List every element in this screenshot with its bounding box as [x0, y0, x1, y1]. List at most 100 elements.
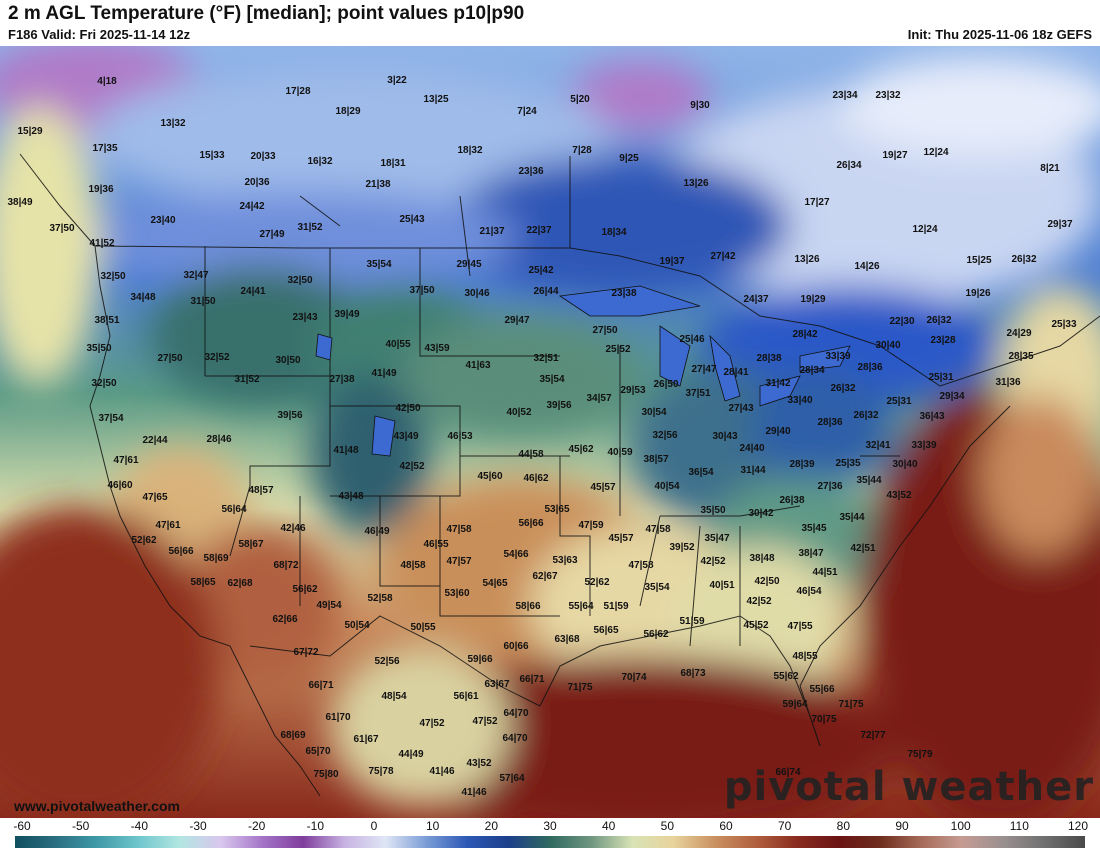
point-value: 28|39	[789, 459, 815, 470]
colorbar-tick-label: -60	[13, 819, 31, 833]
point-value: 17|35	[92, 143, 118, 154]
point-value: 47|61	[155, 520, 181, 531]
point-value: 27|38	[329, 374, 355, 385]
point-value: 52|56	[374, 656, 400, 667]
point-value: 30|42	[748, 508, 774, 519]
colorbar-tick-label: -40	[130, 819, 148, 833]
point-value: 53|63	[552, 555, 578, 566]
point-value: 18|32	[457, 145, 483, 156]
point-value: 47|57	[446, 556, 472, 567]
point-value: 50|55	[410, 622, 436, 633]
point-value: 47|58	[628, 560, 654, 571]
point-value: 38|49	[7, 197, 33, 208]
point-value: 56|65	[593, 625, 619, 636]
point-value: 24|29	[1006, 328, 1032, 339]
point-value: 27|47	[691, 364, 717, 375]
point-value: 24|41	[240, 286, 266, 297]
point-value: 27|49	[259, 229, 285, 240]
point-value: 53|60	[444, 588, 470, 599]
point-value: 21|38	[365, 179, 391, 190]
point-value: 23|40	[150, 215, 176, 226]
point-value: 68|73	[680, 668, 706, 679]
point-value: 46|60	[107, 480, 133, 491]
point-value: 42|50	[395, 403, 421, 414]
point-value: 42|51	[850, 543, 876, 554]
point-value: 37|51	[685, 388, 711, 399]
point-value: 58|67	[238, 539, 264, 550]
colorbar-ticks: -60 -50 -40 -30 -20 -10 0 10 20 30 40 50 60 70 80 90 100…	[0, 819, 1100, 833]
point-value: 32|41	[865, 440, 891, 451]
point-value: 56|61	[453, 691, 479, 702]
source-url[interactable]: www.pivotalweather.com	[14, 798, 180, 814]
point-value: 18|31	[380, 158, 406, 169]
point-value: 30|40	[875, 340, 901, 351]
point-value: 45|60	[477, 471, 503, 482]
colorbar-tick-label: 70	[777, 819, 792, 833]
point-value: 41|52	[89, 238, 115, 249]
point-value: 41|46	[429, 766, 455, 777]
point-value: 26|32	[1011, 254, 1037, 265]
point-value: 35|54	[366, 259, 392, 270]
point-value: 55|64	[568, 601, 594, 612]
point-value: 32|50	[287, 275, 313, 286]
point-value: 20|36	[244, 177, 270, 188]
point-value: 44|58	[518, 449, 544, 460]
point-value: 62|66	[272, 614, 298, 625]
point-value: 63|68	[554, 634, 580, 645]
colorbar-tick-label: -50	[71, 819, 90, 833]
point-value: 23|43	[292, 312, 318, 323]
point-value: 45|62	[568, 444, 594, 455]
point-value: 47|55	[787, 621, 813, 632]
point-value: 17|28	[285, 86, 311, 97]
point-value: 29|45	[456, 259, 482, 270]
point-value: 28|42	[792, 329, 818, 340]
point-value: 25|46	[679, 334, 705, 345]
point-value: 13|26	[683, 178, 709, 189]
point-value: 75|79	[907, 749, 933, 760]
colorbar-tick-label: 80	[836, 819, 851, 833]
point-value: 15|25	[966, 255, 992, 266]
point-value: 43|52	[886, 490, 912, 501]
point-value: 61|70	[325, 712, 351, 723]
point-value: 48|55	[792, 651, 818, 662]
point-value: 63|67	[484, 679, 510, 690]
point-value: 17|27	[804, 197, 830, 208]
point-value: 12|24	[923, 147, 949, 158]
point-value: 9|30	[690, 100, 710, 111]
point-value: 25|33	[1051, 319, 1077, 330]
point-value: 47|52	[472, 716, 498, 727]
colorbar-tick-label: 10	[425, 819, 440, 833]
point-value: 23|34	[832, 90, 858, 101]
point-value: 29|37	[1047, 219, 1073, 230]
point-value: 58|65	[190, 577, 216, 588]
point-value: 66|71	[308, 680, 334, 691]
point-value: 41|48	[333, 445, 359, 456]
point-value: 55|66	[809, 684, 835, 695]
point-value: 14|26	[854, 261, 880, 272]
point-value: 29|40	[765, 426, 791, 437]
map-header: 2 m AGL Temperature (°F) [median]; point…	[0, 0, 1100, 46]
point-value: 66|71	[519, 674, 545, 685]
point-value: 58|69	[203, 553, 229, 564]
colorbar-tick-label: 40	[601, 819, 616, 833]
point-value: 35|45	[801, 523, 827, 534]
point-value: 19|27	[882, 150, 908, 161]
point-value: 47|59	[578, 520, 604, 531]
point-value: 46|53	[447, 431, 473, 442]
temperature-map[interactable]: 4|18 17|28 3|22 13|25 7|24 5|20 9|30 23|34 23|32…	[0, 46, 1100, 818]
point-value: 64|70	[502, 733, 528, 744]
point-value: 72|77	[860, 730, 886, 741]
point-value: 33|39	[911, 440, 937, 451]
point-value: 18|29	[335, 106, 361, 117]
point-value: 47|65	[142, 492, 168, 503]
point-value: 57|64	[499, 773, 525, 784]
point-value: 75|80	[313, 769, 339, 780]
point-value: 7|28	[572, 145, 592, 156]
point-value: 35|44	[839, 512, 865, 523]
point-value: 40|54	[654, 481, 680, 492]
colorbar-tick-label: 50	[660, 819, 675, 833]
point-value: 41|49	[371, 368, 397, 379]
point-value: 47|58	[645, 524, 671, 535]
point-value: 54|66	[503, 549, 529, 560]
colorbar-tick-label: 120	[1067, 819, 1089, 833]
